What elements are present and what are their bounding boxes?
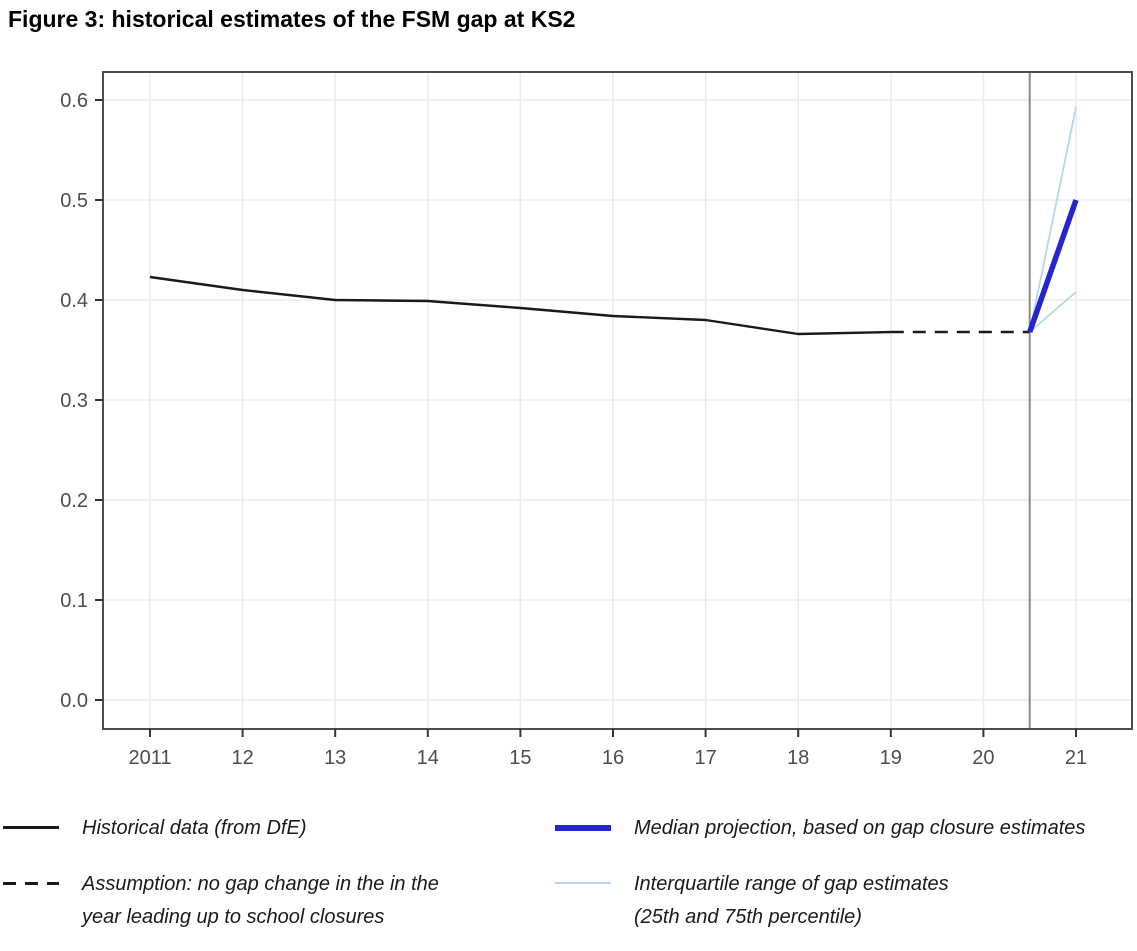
- x-tick-label-18: 18: [787, 747, 809, 769]
- x-tick-label-20: 20: [972, 747, 994, 769]
- historical-line-swatch: [3, 826, 59, 829]
- legend-label-assumption-line2: year leading up to school closures: [82, 906, 385, 928]
- x-tick-label-16: 16: [602, 747, 624, 769]
- x-tick-label-21: 21: [1065, 747, 1087, 769]
- assumption-dashed-swatch: [3, 882, 59, 885]
- legend-label-interquartile-range-line2: (25th and 75th percentile): [634, 906, 862, 928]
- y-tick-label-0.3: 0.3: [60, 390, 88, 412]
- x-tick-label-12: 12: [231, 747, 253, 769]
- fsm-gap-line-chart: 0.0 0.1 0.2 0.3 0.4 0.5 0.6 2011 12 13 14 15 16 17 18 1…: [60, 71, 1133, 769]
- x-tick-label-14: 14: [417, 747, 439, 769]
- y-tick-label-0.4: 0.4: [60, 290, 88, 312]
- legend-label-median-projection: Median projection, based on gap closure …: [634, 817, 1086, 839]
- x-tick-label-2011: 2011: [128, 747, 171, 769]
- median-projection-line: [1027, 199, 1079, 333]
- y-tick-label-0.6: 0.6: [60, 90, 88, 112]
- historical-line: [149, 275, 891, 336]
- legend-item-interquartile-range: Interquartile range of gap estimates (25…: [555, 868, 949, 934]
- legend-label-interquartile-range: Interquartile range of gap estimates: [634, 873, 949, 895]
- x-tick-label-17: 17: [694, 747, 716, 769]
- legend-item-median-projection: Median projection, based on gap closure …: [555, 812, 1085, 845]
- median-projection-swatch: [555, 825, 611, 831]
- x-tick-label-19: 19: [880, 747, 902, 769]
- x-tick-label-15: 15: [509, 747, 531, 769]
- legend-label-assumption: Assumption: no gap change in the in the: [82, 873, 439, 895]
- legend-label-historical: Historical data (from DfE): [82, 817, 307, 839]
- y-tick-label-0.0: 0.0: [60, 690, 88, 712]
- y-tick-label-0.1: 0.1: [60, 590, 88, 612]
- legend-item-historical: Historical data (from DfE): [3, 812, 307, 845]
- iqr-lower-line: [1029, 291, 1077, 333]
- y-tick-label-0.5: 0.5: [60, 190, 88, 212]
- figure-title: Figure 3: historical estimates of the FS…: [8, 6, 576, 32]
- y-tick-label-0.2: 0.2: [60, 490, 88, 512]
- iqr-upper-line: [1028, 106, 1077, 333]
- x-tick-label-13: 13: [324, 747, 346, 769]
- interquartile-range-swatch: [555, 882, 611, 884]
- legend-item-assumption: Assumption: no gap change in the in the …: [3, 868, 439, 934]
